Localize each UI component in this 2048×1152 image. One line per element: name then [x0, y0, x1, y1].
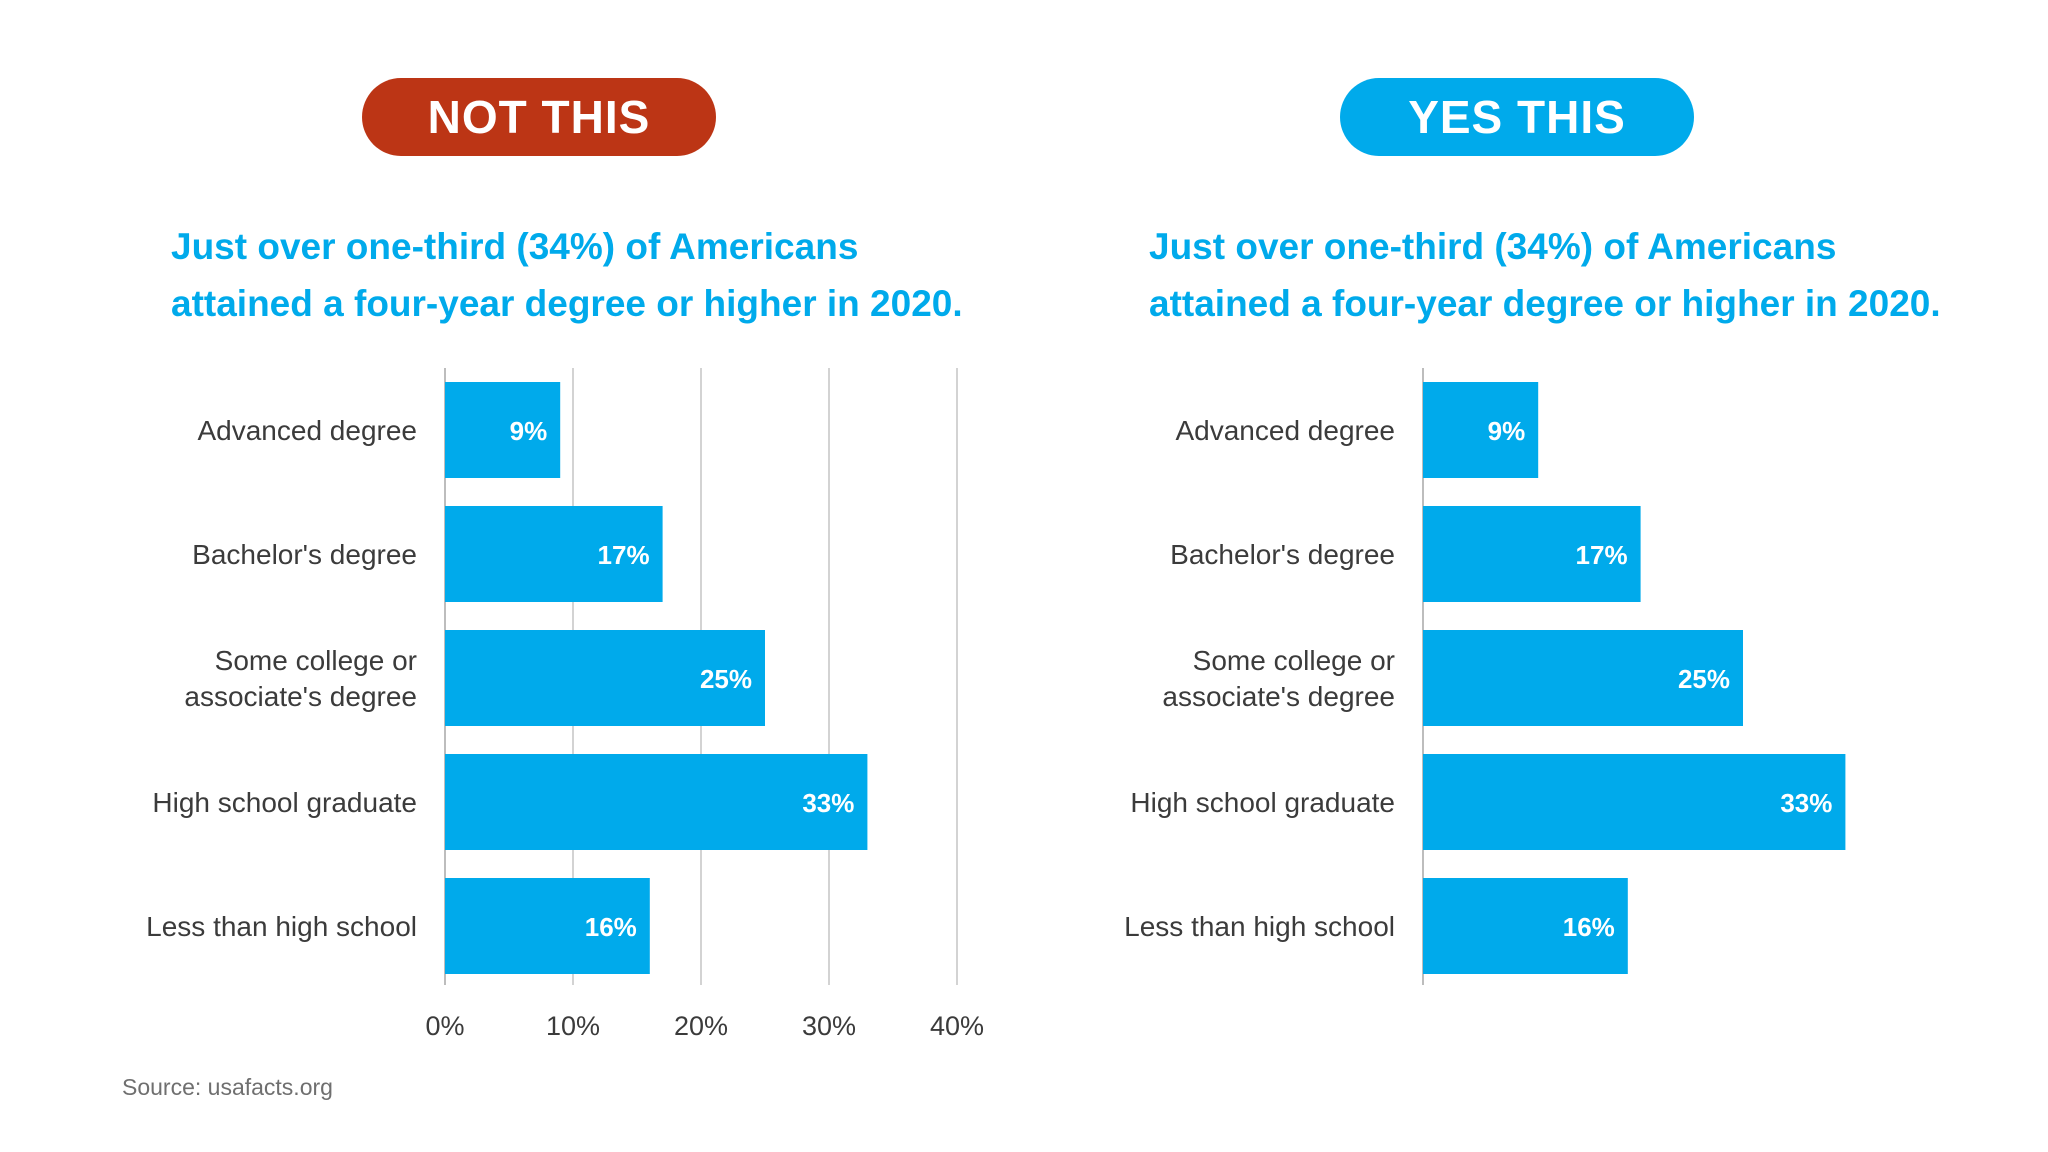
bar-data-label: 16% — [585, 912, 637, 942]
headline-line: Just over one-third (34%) of Americans — [171, 226, 859, 267]
bar — [1423, 878, 1628, 974]
category-label: Advanced degree — [197, 415, 417, 446]
bar-data-label: 16% — [1563, 912, 1615, 942]
category-label: Less than high school — [1124, 911, 1395, 942]
bar — [1423, 382, 1539, 478]
bar-data-label: 33% — [1780, 788, 1832, 818]
source-note: Source: usafacts.org — [122, 1074, 333, 1100]
bar — [1423, 506, 1641, 602]
category-label: Some college or — [1193, 645, 1395, 676]
bar-data-label: 25% — [700, 664, 752, 694]
category-label: associate's degree — [184, 681, 417, 712]
category-label: Less than high school — [146, 911, 417, 942]
bar-data-label: 33% — [802, 788, 854, 818]
category-label: High school graduate — [152, 787, 417, 818]
bar — [1423, 754, 1846, 850]
headline-line: attained a four-year degree or higher in… — [171, 283, 963, 324]
bar — [445, 754, 868, 850]
category-label: Bachelor's degree — [1170, 539, 1395, 570]
bar-chart-not-this: 0% 10% 20% 30% 40% 9% Advanced degree 17% Bachel… — [146, 368, 984, 1041]
category-label: High school graduate — [1130, 787, 1395, 818]
headline-line: attained a four-year degree or higher in… — [1149, 283, 1941, 324]
bar — [1423, 630, 1743, 726]
bar — [445, 506, 663, 602]
x-tick-label: 20% — [674, 1011, 728, 1041]
bar-data-label: 17% — [598, 540, 650, 570]
chart-headline: Just over one-third (34%) of Americans a… — [1149, 218, 1969, 332]
yes-this-badge: YES THIS — [1340, 78, 1694, 156]
bar-data-label: 17% — [1576, 540, 1628, 570]
bar — [445, 630, 765, 726]
x-tick-label: 30% — [802, 1011, 856, 1041]
bar-chart-yes-this: 9% Advanced degree 17% Bachelor's degree 25%… — [1124, 368, 1846, 985]
x-tick-label: 10% — [546, 1011, 600, 1041]
panel-not-this: NOT THIS Just over one-third (34%) of Am… — [122, 78, 991, 1100]
category-label: Some college or — [215, 645, 417, 676]
panel-yes-this: YES THIS Just over one-third (34%) of Am… — [978, 0, 2002, 1152]
category-label: associate's degree — [1162, 681, 1395, 712]
bar-data-label: 25% — [1678, 664, 1730, 694]
bar — [445, 878, 650, 974]
x-tick-label: 40% — [930, 1011, 984, 1041]
x-tick-label: 0% — [425, 1011, 464, 1041]
chart-headline: Just over one-third (34%) of Americans a… — [171, 218, 991, 332]
headline-line: Just over one-third (34%) of Americans — [1149, 226, 1837, 267]
category-label: Bachelor's degree — [192, 539, 417, 570]
bar — [445, 382, 561, 478]
category-label: Advanced degree — [1175, 415, 1395, 446]
not-this-badge: NOT THIS — [362, 78, 716, 156]
bar-data-label: 9% — [1488, 416, 1526, 446]
bar-data-label: 9% — [510, 416, 548, 446]
